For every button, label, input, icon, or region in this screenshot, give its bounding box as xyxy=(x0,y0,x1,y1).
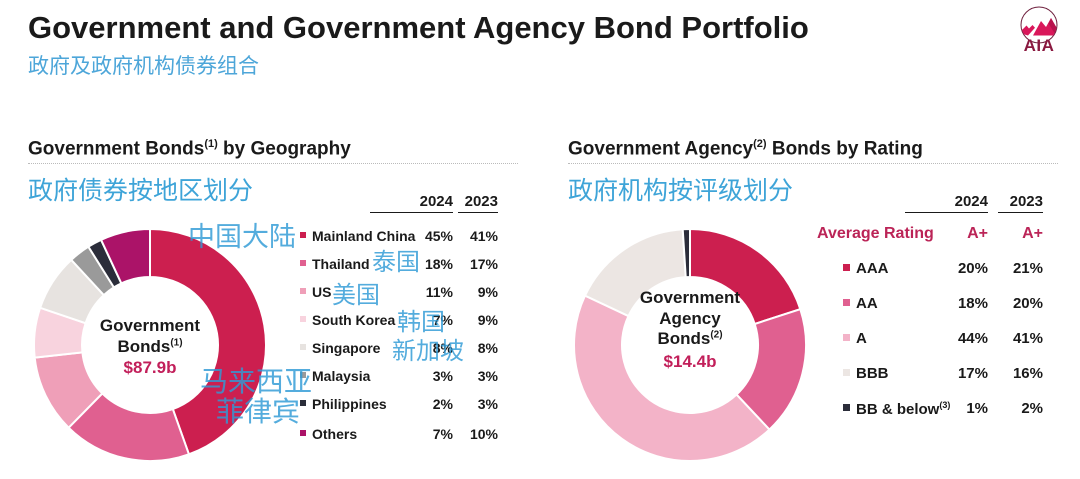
svg-text:AIA: AIA xyxy=(1024,36,1055,55)
